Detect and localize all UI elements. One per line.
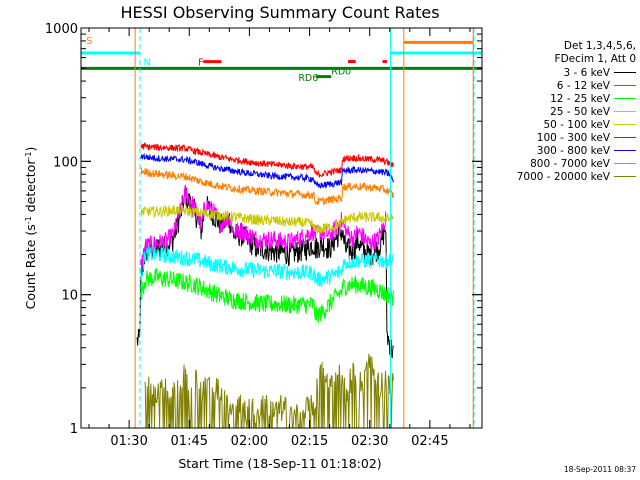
x-tick-label: 02:45 [411, 434, 448, 449]
series-line [140, 167, 394, 206]
flag-label: F [198, 58, 203, 69]
x-tick-label: 02:00 [231, 434, 268, 449]
legend-header-line: FDecim 1, Att 0 [554, 53, 636, 65]
series-line [140, 267, 394, 324]
plot-timestamp: 18-Sep-2011 08:37 [563, 465, 636, 474]
legend-header-line: Det 1,3,4,5,6, [563, 40, 636, 52]
x-tick-label: 01:45 [171, 434, 208, 449]
series-line [136, 187, 395, 359]
series-line [140, 184, 387, 270]
axes-layer: 1 10 100 1000 01:30 01:45 02:00 02:15 02:30 02:45 [45, 22, 482, 449]
flag-layer: S N F RD6 RD0 [81, 36, 482, 84]
legend-entry: 6 - 12 keV [490, 79, 636, 92]
series-line [140, 152, 394, 190]
y-tick-label: 10 [61, 289, 78, 304]
legend-label: 800 - 7000 keV [530, 157, 610, 170]
flag-label: N [144, 58, 151, 69]
legend-label: 6 - 12 keV [556, 79, 610, 92]
x-tick-label: 02:30 [351, 434, 388, 449]
legend-swatch [614, 163, 636, 164]
legend-swatch [614, 176, 636, 177]
x-tick-label: 02:15 [291, 434, 328, 449]
legend-entry: 3 - 6 keV [490, 66, 636, 79]
legend-swatch [614, 150, 636, 151]
legend-label: 300 - 800 keV [536, 144, 610, 157]
y-tick-label: 1000 [45, 22, 78, 37]
legend-entry: 25 - 50 keV [490, 105, 636, 118]
y-axis-title: Count Rate (s-1 detector-1) [23, 147, 38, 310]
flag-label: S [86, 36, 92, 47]
y-tick-label: 100 [53, 155, 78, 170]
plot-frame [80, 27, 483, 429]
legend: Det 1,3,4,5,6, FDecim 1, Att 0 3 - 6 keV… [490, 40, 636, 183]
y-tick-label: 1 [70, 422, 78, 437]
chart-title: HESSI Observing Summary Count Rates [120, 3, 439, 22]
legend-swatch [614, 72, 636, 73]
legend-label: 25 - 50 keV [550, 105, 610, 118]
legend-entry: 7000 - 20000 keV [490, 170, 636, 183]
legend-swatch [614, 137, 636, 138]
legend-swatch [614, 111, 636, 112]
legend-entry: 12 - 25 keV [490, 92, 636, 105]
legend-entry: 300 - 800 keV [490, 144, 636, 157]
legend-label: 100 - 300 keV [536, 131, 610, 144]
legend-entry: 50 - 100 keV [490, 118, 636, 131]
flag-label: RD6 [298, 73, 318, 84]
marker-layer [134, 28, 475, 428]
legend-label: 50 - 100 keV [543, 118, 610, 131]
legend-label: 3 - 6 keV [563, 66, 610, 79]
legend-label: 7000 - 20000 keV [516, 170, 610, 183]
x-axis-title: Start Time (18-Sep-11 01:18:02) [178, 456, 381, 471]
legend-swatch [614, 98, 636, 99]
legend-swatch [614, 124, 636, 125]
flag-label: RD0 [331, 67, 351, 78]
series-layer [136, 141, 395, 429]
legend-rows: 3 - 6 keV 6 - 12 keV 12 - 25 keV 25 - 50 ke… [490, 66, 636, 183]
legend-swatch [614, 85, 636, 86]
series-line [140, 246, 394, 288]
series-line [144, 353, 394, 429]
legend-label: 12 - 25 keV [550, 92, 610, 105]
series-line [140, 141, 394, 178]
legend-entry: 100 - 300 keV [490, 131, 636, 144]
legend-entry: 800 - 7000 keV [490, 157, 636, 170]
x-tick-label: 01:30 [110, 434, 147, 449]
series-line [140, 204, 394, 235]
